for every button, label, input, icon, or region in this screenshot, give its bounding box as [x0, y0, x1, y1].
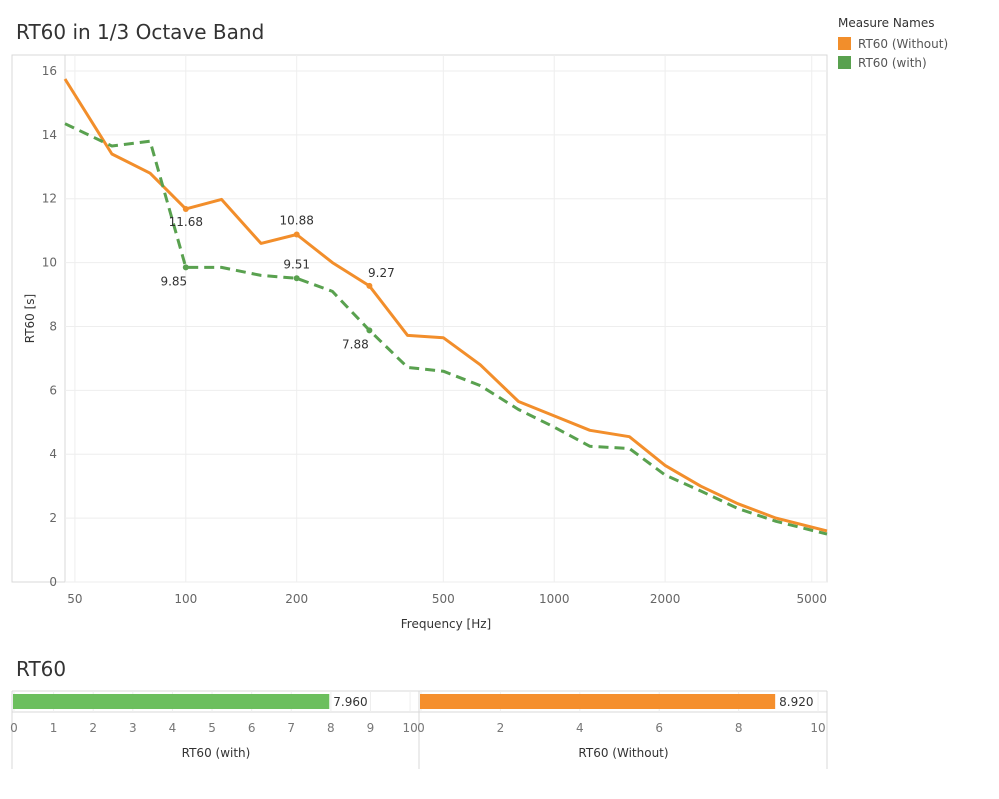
y-tick-label: 10 [42, 256, 57, 270]
y-tick-label: 4 [49, 447, 57, 461]
bar-without [420, 694, 776, 709]
bar-tick-label: 5 [208, 721, 216, 735]
y-tick-label: 16 [42, 64, 57, 78]
x-tick-label: 5000 [796, 592, 827, 606]
bar-tick-label: 7 [287, 721, 295, 735]
bar-tick-label: 8 [735, 721, 743, 735]
bar-tick-label: 3 [129, 721, 137, 735]
legend-swatch-with [838, 56, 851, 69]
bar-value-label-without: 8.920 [779, 695, 813, 709]
y-tick-label: 2 [49, 511, 57, 525]
data-label-with: 7.88 [342, 337, 369, 351]
bar-tick-label: 2 [497, 721, 505, 735]
bar-tick-label: 1 [50, 721, 58, 735]
bar-tick-label: 4 [169, 721, 177, 735]
bar-tick-label: 6 [655, 721, 663, 735]
plot-frame [11, 54, 828, 583]
x-tick-label: 100 [174, 592, 197, 606]
legend-item-without[interactable]: RT60 (Without) [838, 34, 948, 53]
data-label-with: 9.85 [160, 274, 187, 288]
y-tick-label: 6 [49, 383, 57, 397]
y-tick-label: 12 [42, 192, 57, 206]
x-tick-label: 200 [285, 592, 308, 606]
bar-tick-label: 4 [576, 721, 584, 735]
y-tick-label: 14 [42, 128, 57, 142]
data-point-with [293, 275, 300, 282]
bar-tick-label: 2 [89, 721, 97, 735]
series-line-with [64, 122, 828, 536]
legend: Measure Names RT60 (Without) RT60 (with) [838, 16, 948, 72]
legend-title: Measure Names [838, 16, 935, 30]
chart-title: RT60 in 1/3 Octave Band [16, 20, 265, 44]
legend-swatch-without [838, 37, 851, 50]
line-chart[interactable]: 0 2 4 6 8 10 12 14 16 50 100 200 500 1000 2000 5000 Freq… [0, 0, 999, 640]
x-axis-label: Frequency [Hz] [401, 617, 492, 631]
legend-label-without: RT60 (Without) [858, 36, 949, 51]
data-point-with [182, 264, 189, 271]
bar-tick-label: 10 [402, 721, 417, 735]
bar-tick-label: 6 [248, 721, 256, 735]
data-label-without: 9.27 [368, 266, 395, 280]
bar-tick-label: 0 [417, 721, 425, 735]
bar-axis-label-without: RT60 (Without) [578, 746, 668, 760]
data-point-without [366, 282, 373, 289]
bar-tick-label: 9 [367, 721, 375, 735]
bar-tick-label: 8 [327, 721, 335, 735]
bar-value-label-with: 7.960 [333, 695, 367, 709]
data-point-with [366, 327, 373, 334]
y-tick-label: 8 [49, 319, 57, 333]
series-line-without [63, 78, 828, 533]
x-tick-label: 50 [67, 592, 82, 606]
data-label-without: 11.68 [169, 215, 203, 229]
bar-with [13, 694, 330, 709]
legend-item-with[interactable]: RT60 (with) [838, 53, 948, 72]
y-tick-label: 0 [49, 575, 57, 589]
x-tick-label: 500 [432, 592, 455, 606]
x-tick-label: 1000 [539, 592, 570, 606]
summary-title: RT60 [16, 657, 67, 681]
data-label-without: 10.88 [280, 213, 314, 227]
y-axis-label: RT60 [s] [23, 294, 37, 344]
data-label-with: 9.51 [283, 257, 310, 271]
bar-tick-label: 0 [10, 721, 18, 735]
data-point-without [182, 205, 189, 212]
bar-axis-label-with: RT60 (with) [182, 746, 251, 760]
bar-tick-label: 10 [810, 721, 825, 735]
legend-label-with: RT60 (with) [858, 55, 927, 70]
x-tick-label: 2000 [650, 592, 681, 606]
bar-chart[interactable]: 0 1 2 3 4 5 6 7 8 9 10 7.960 RT60 (with) 0 2 4 6 8 10 8.920… [0, 669, 999, 799]
data-point-without [293, 231, 300, 238]
